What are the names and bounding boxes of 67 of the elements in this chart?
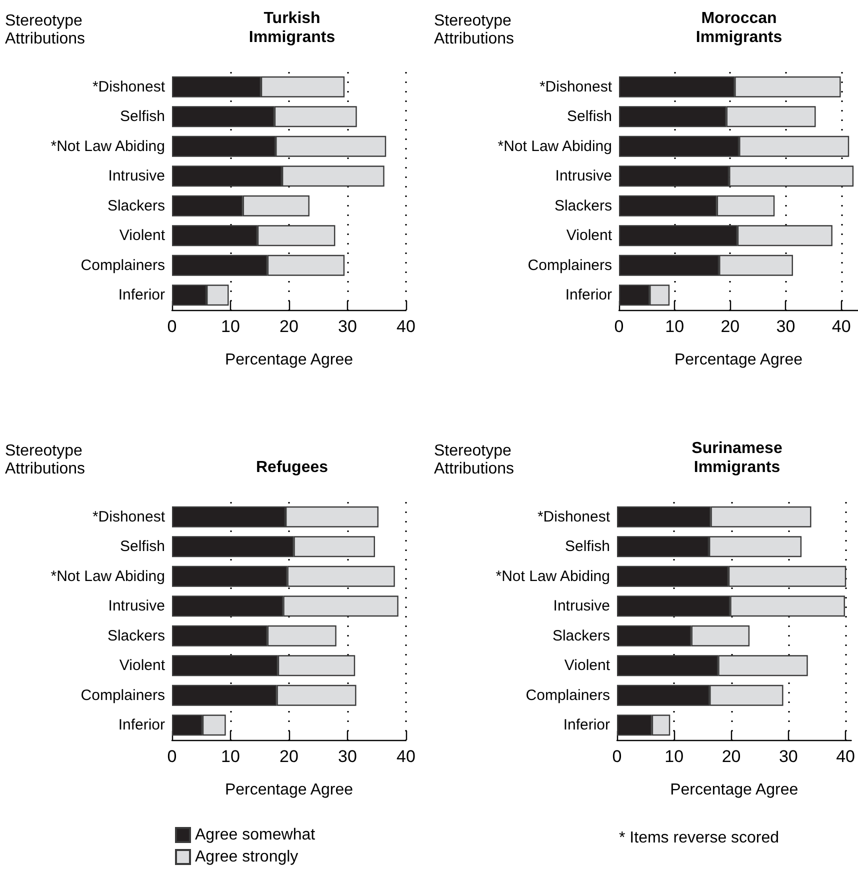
chart-title: Refugees (256, 459, 328, 476)
chart-title: Turkish Immigrants (248, 10, 336, 46)
x-tick-label: 0 (167, 747, 177, 766)
y-tick-label: Intrusive (108, 168, 165, 185)
x-axis-title: Percentage Agree (670, 782, 798, 798)
x-axis-title: Percentage Agree (224, 782, 354, 798)
x-tick-label: 40 (396, 317, 416, 336)
y-tick-label: Inferior (563, 716, 610, 734)
y-tick-label: Selfish (566, 108, 612, 126)
text: * Items reverse scored (619, 830, 780, 846)
y-tick-label: *Not Law Abiding (498, 138, 612, 155)
x-tick-label: 20 (280, 317, 298, 336)
y-tick-label: Selfish (120, 538, 165, 556)
y-tick-label: *Not Law Abiding (496, 568, 610, 585)
y-tick-label: Violent (566, 227, 613, 244)
x-tick-label: 10 (221, 747, 240, 766)
y-tick-label: Violent (119, 657, 166, 674)
legend-label: Agree strongly (195, 848, 298, 866)
y-tick-label: *Dishonest (92, 78, 166, 96)
y-tick-label: Complainers (528, 256, 612, 274)
y-tick-label: *Dishonest (539, 78, 613, 96)
y-tick-label: Selfish (564, 538, 610, 556)
y-tick-label: Selfish (120, 108, 165, 126)
y-tick-label: Inferior (118, 286, 165, 304)
y-axis-title: Stereotype Attributions (5, 12, 86, 48)
x-tick-label: 10 (665, 317, 684, 336)
x-tick-label: 0 (167, 317, 177, 336)
y-tick-label: Slackers (107, 197, 165, 214)
y-tick-label: Intrusive (108, 598, 165, 615)
x-tick-label: 30 (338, 747, 357, 766)
y-tick-label: Intrusive (555, 168, 612, 185)
x-tick-label: 20 (722, 747, 741, 766)
y-tick-label: Violent (564, 657, 611, 674)
y-axis-title: Stereotype Attributions (434, 442, 514, 478)
x-axis-title: Percentage Agree (674, 352, 803, 368)
x-tick-label: 20 (280, 747, 298, 766)
x-tick-label: 40 (836, 747, 856, 766)
y-tick-label: Complainers (80, 256, 165, 274)
y-tick-label: Violent (119, 227, 166, 244)
x-tick-label: 30 (338, 317, 357, 336)
y-axis-title: Stereotype Attributions (5, 442, 86, 478)
y-tick-label: *Dishonest (92, 508, 166, 526)
y-tick-label: Inferior (118, 716, 165, 734)
x-tick-label: 40 (396, 747, 416, 766)
x-tick-label: 20 (720, 317, 740, 336)
y-tick-label: Complainers (526, 686, 610, 704)
y-tick-label: Intrusive (553, 598, 610, 615)
y-tick-label: Inferior (565, 286, 612, 304)
x-tick-label: 30 (776, 317, 796, 336)
x-tick-label: 0 (612, 747, 622, 766)
chart-title: Moroccan Immigrants (696, 10, 782, 46)
chart-title: Surinamese Immigrants (692, 440, 782, 476)
x-tick-label: 40 (832, 317, 851, 336)
y-tick-label: Slackers (107, 627, 165, 644)
x-tick-label: 10 (664, 747, 684, 766)
y-tick-label: Slackers (554, 197, 612, 214)
y-tick-label: Complainers (80, 686, 165, 704)
y-tick-label: *Dishonest (537, 508, 611, 526)
y-tick-label: *Not Law Abiding (50, 138, 165, 155)
y-tick-label: Slackers (552, 627, 610, 644)
x-tick-label: 10 (221, 317, 240, 336)
y-tick-label: *Not Law Abiding (50, 568, 165, 585)
x-axis-title: Percentage Agree (224, 352, 354, 368)
legend-label: Agree somewhat (195, 826, 316, 844)
x-tick-label: 30 (778, 747, 798, 766)
y-axis-title: Stereotype Attributions (434, 12, 514, 48)
x-tick-label: 0 (614, 317, 624, 336)
